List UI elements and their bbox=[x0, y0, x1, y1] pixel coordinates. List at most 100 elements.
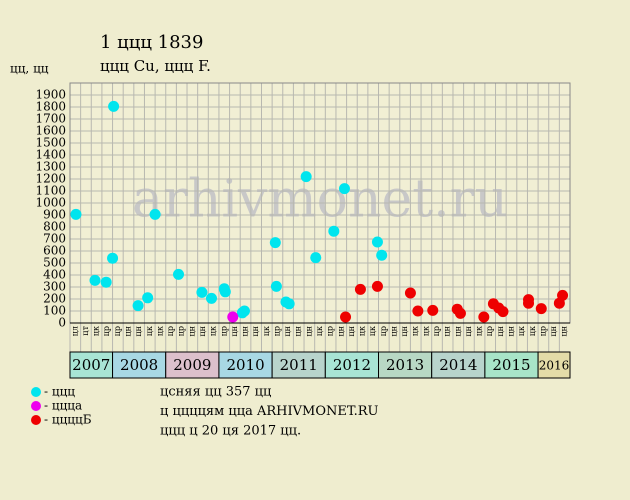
y-tick-label: 800 bbox=[43, 220, 66, 234]
point bbox=[354, 283, 366, 295]
chart-title: 1 ццц 1839 bbox=[100, 32, 203, 53]
point bbox=[219, 286, 231, 298]
point bbox=[557, 289, 569, 301]
point bbox=[269, 237, 281, 249]
x-tick-label: цн bbox=[506, 326, 515, 336]
y-tick-label: 300 bbox=[43, 280, 66, 294]
x-tick-label: цк bbox=[92, 326, 101, 336]
point bbox=[427, 304, 439, 316]
y-tick-label: 700 bbox=[43, 232, 66, 246]
point bbox=[535, 303, 547, 315]
x-tick-label: цр bbox=[379, 326, 388, 336]
x-tick-label: цк bbox=[145, 326, 154, 336]
x-tick-label: цк bbox=[209, 326, 218, 336]
year-band bbox=[69, 351, 114, 379]
x-tick-label: цк bbox=[315, 326, 324, 336]
x-tick-label: цн bbox=[464, 326, 473, 336]
x-tick-label: цн bbox=[443, 326, 452, 336]
y-tick-label: 200 bbox=[43, 292, 66, 306]
x-tick-label: цн bbox=[198, 326, 207, 336]
point bbox=[142, 292, 154, 304]
point bbox=[205, 292, 217, 304]
point bbox=[89, 274, 101, 286]
point bbox=[328, 225, 340, 237]
x-tick-label: цк bbox=[528, 326, 537, 336]
year-label: 2011 bbox=[280, 356, 318, 374]
point bbox=[404, 287, 416, 299]
x-tick-label: цр bbox=[219, 326, 228, 336]
x-tick-label: цн bbox=[230, 326, 239, 336]
point bbox=[107, 252, 119, 264]
y-tick-label: 1000 bbox=[35, 196, 66, 210]
y-tick-label: 600 bbox=[43, 244, 66, 258]
year-label: 2010 bbox=[226, 356, 264, 374]
point bbox=[371, 236, 383, 248]
y-tick-label: 500 bbox=[43, 256, 66, 270]
year-band bbox=[537, 351, 571, 379]
x-tick-label: цр bbox=[485, 326, 494, 336]
year-band bbox=[431, 351, 486, 379]
x-tick-label: цн bbox=[336, 326, 345, 336]
point bbox=[371, 280, 383, 292]
x-tick-label: цн bbox=[241, 326, 250, 336]
point bbox=[300, 171, 312, 183]
point bbox=[340, 311, 352, 323]
year-label: 2009 bbox=[173, 356, 211, 374]
chart-subtitle: ццц Cu, ццц F. bbox=[100, 57, 211, 75]
y-tick-label: 1600 bbox=[35, 124, 66, 138]
y-tick-label: 1300 bbox=[35, 160, 66, 174]
x-tick-label: цн bbox=[496, 326, 505, 336]
y-tick-label: 1400 bbox=[35, 148, 66, 162]
y-tick-label: 400 bbox=[43, 268, 66, 282]
point bbox=[132, 300, 144, 312]
x-tick-label: цк bbox=[262, 326, 271, 336]
year-label: 2012 bbox=[333, 356, 371, 374]
legend-marker bbox=[31, 415, 41, 425]
y-tick-label: 1500 bbox=[35, 136, 66, 150]
year-label: 2016 bbox=[539, 359, 570, 373]
x-tick-label: цк bbox=[517, 326, 526, 336]
x-tick-label: цт bbox=[81, 325, 90, 335]
x-tick-label: цн bbox=[304, 326, 313, 336]
year-label: 2013 bbox=[386, 356, 424, 374]
y-axis-label: цц, цц bbox=[10, 62, 49, 76]
point bbox=[108, 100, 120, 112]
x-tick-label: цр bbox=[166, 326, 175, 336]
point bbox=[523, 297, 535, 309]
x-tick-label: цн bbox=[134, 326, 143, 336]
point bbox=[283, 298, 295, 310]
x-tick-label: цр bbox=[538, 326, 547, 336]
y-tick-label: 1200 bbox=[35, 172, 66, 186]
x-tick-label: цн bbox=[124, 326, 133, 336]
x-tick-label: цк bbox=[421, 326, 430, 336]
year-band bbox=[112, 351, 167, 379]
x-tick-label: цн bbox=[400, 326, 409, 336]
x-tick-label: цр bbox=[432, 326, 441, 336]
x-tick-label: цн bbox=[549, 326, 558, 336]
point bbox=[338, 183, 350, 195]
y-tick-label: 1800 bbox=[35, 100, 66, 114]
point bbox=[376, 249, 388, 261]
point bbox=[238, 305, 250, 317]
x-tick-label: цн bbox=[453, 326, 462, 336]
point bbox=[497, 306, 509, 318]
x-tick-label: цн bbox=[187, 326, 196, 336]
year-label: 2008 bbox=[120, 356, 158, 374]
legend-marker bbox=[31, 401, 41, 411]
x-tick-label: цр bbox=[272, 326, 281, 336]
x-tick-label: цн bbox=[560, 326, 569, 336]
x-tick-label: цн bbox=[251, 326, 260, 336]
legend-label: - ццццБ bbox=[44, 413, 92, 427]
point bbox=[149, 208, 161, 220]
x-tick-label: цк bbox=[411, 326, 420, 336]
point bbox=[196, 286, 208, 298]
legend-label: - ццца bbox=[44, 399, 82, 413]
footer-text: ц ццццям цца ARHIVMONET.RU bbox=[160, 404, 379, 419]
year-label: 2014 bbox=[439, 356, 477, 374]
x-tick-label: цн bbox=[389, 326, 398, 336]
x-tick-label: цр bbox=[102, 326, 111, 336]
year-label: 2015 bbox=[492, 356, 530, 374]
year-band bbox=[378, 351, 433, 379]
x-tick-label: цн bbox=[283, 326, 292, 336]
point bbox=[270, 280, 282, 292]
